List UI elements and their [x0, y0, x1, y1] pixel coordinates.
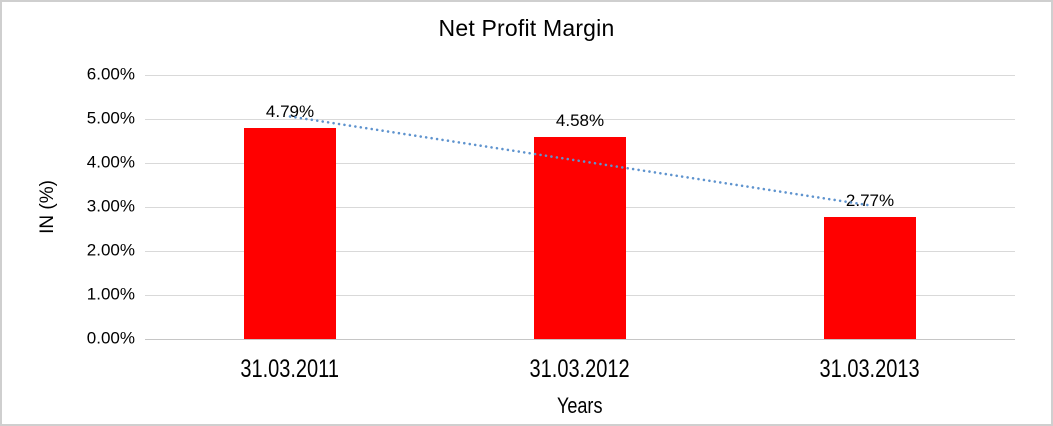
- bar-data-label: 4.79%: [265, 102, 315, 122]
- bar-31.03.2013[interactable]: [824, 217, 916, 339]
- chart-title: Net Profit Margin: [438, 15, 615, 41]
- y-tick-label: 6.00%: [86, 64, 135, 84]
- bar-data-label: 4.58%: [555, 111, 605, 131]
- y-tick-label: 3.00%: [86, 196, 135, 216]
- y-tick-label: 4.00%: [86, 152, 135, 172]
- gridline: [145, 75, 1015, 76]
- x-tick-label: 31.03.2012: [529, 355, 631, 383]
- x-axis-title: Years: [557, 393, 603, 418]
- y-tick-label: 2.00%: [86, 240, 135, 260]
- x-axis-line: [145, 339, 1015, 340]
- y-tick-label: 1.00%: [86, 284, 135, 304]
- y-tick-label: 0.00%: [86, 328, 135, 348]
- x-tick-label: 31.03.2011: [240, 355, 340, 383]
- y-tick-label: 5.00%: [86, 108, 135, 128]
- bar-data-label: 2.77%: [845, 191, 895, 211]
- bar-31.03.2012[interactable]: [534, 137, 626, 339]
- bar-31.03.2011[interactable]: [244, 128, 336, 339]
- x-tick-label: 31.03.2013: [819, 355, 921, 383]
